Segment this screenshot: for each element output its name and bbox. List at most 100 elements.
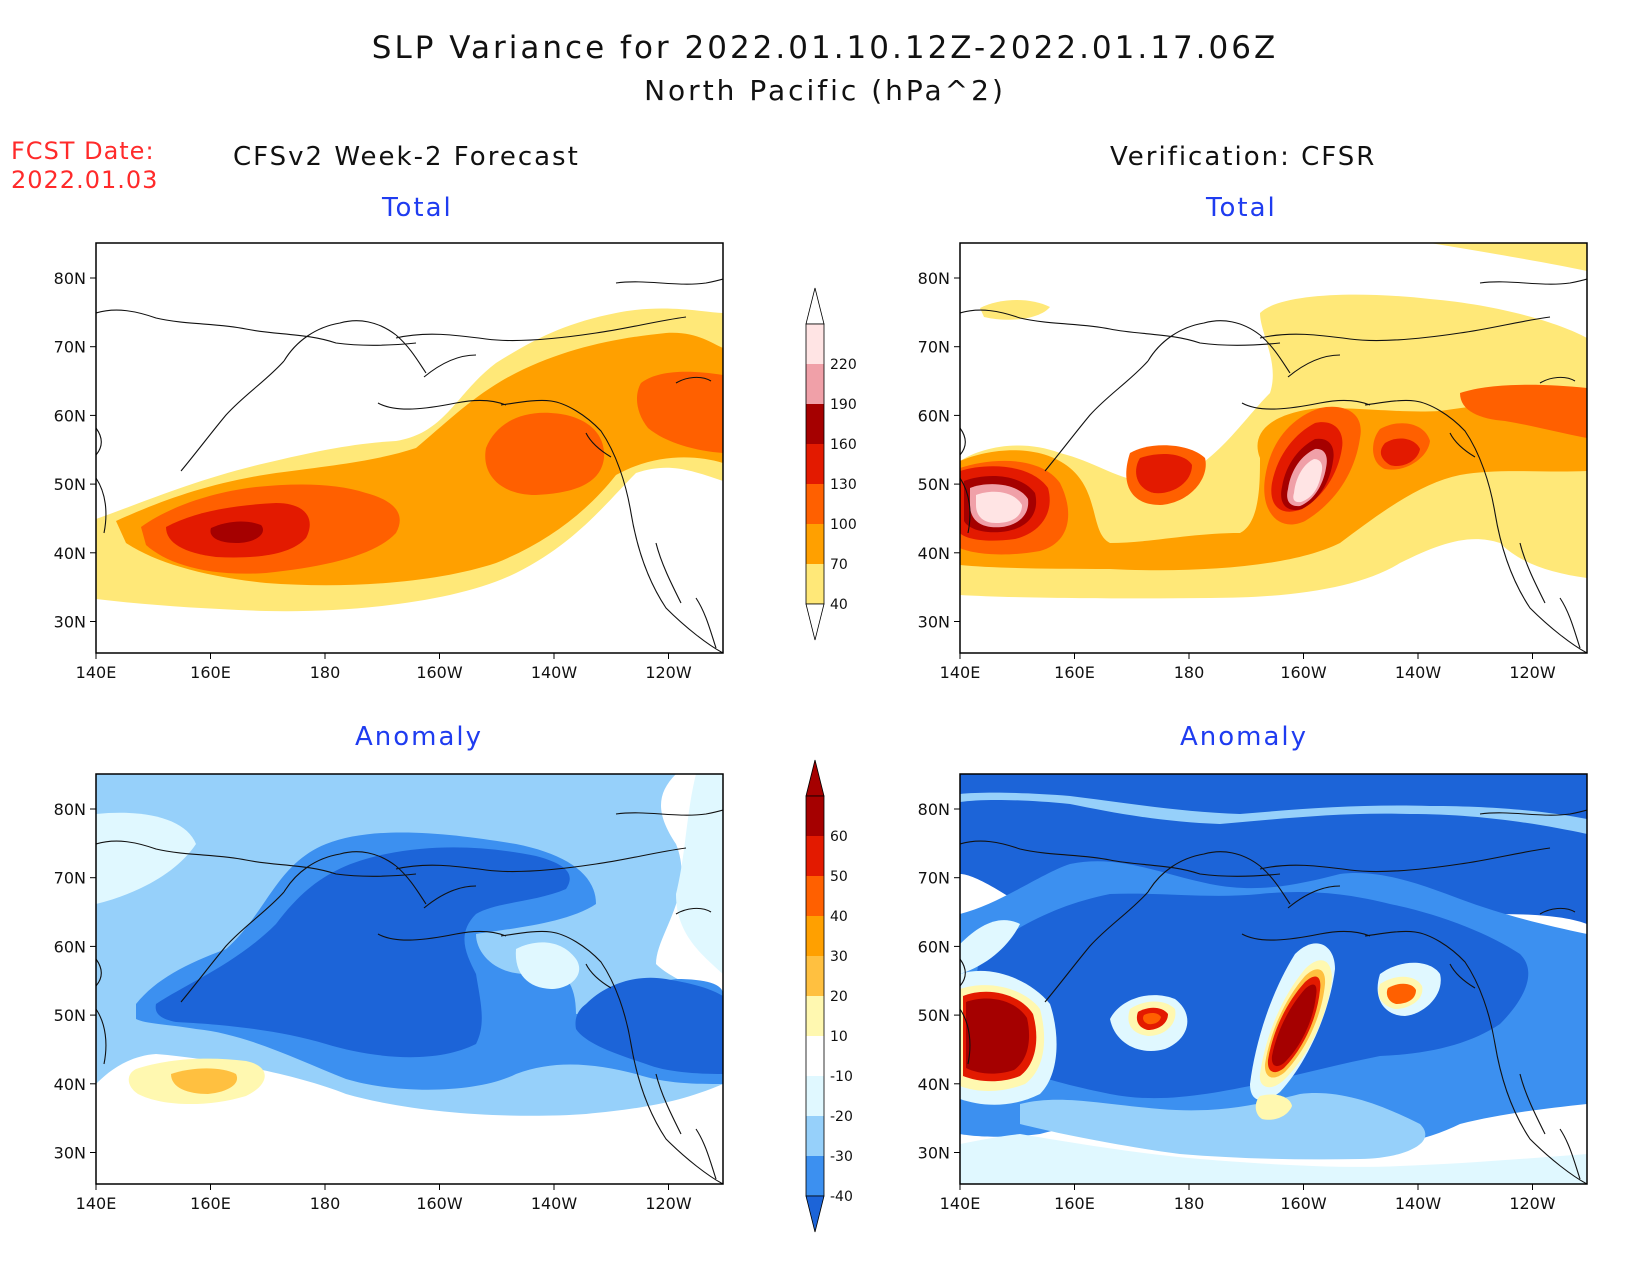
coastline-segment	[1519, 1073, 1546, 1135]
coastline-segment	[675, 376, 712, 384]
lat-tick-label: 70N	[54, 338, 86, 357]
contour-region	[1386, 983, 1416, 1004]
lon-tick-label: 120W	[645, 663, 692, 682]
coastline-segment	[1147, 851, 1261, 893]
colorbar-segment	[806, 996, 824, 1036]
colorbar-label: 60	[830, 829, 848, 845]
coastline-segment	[1259, 316, 1551, 342]
coastline-segment	[1241, 399, 1371, 410]
contour-region	[171, 1068, 238, 1094]
colorbar-label: 190	[830, 397, 857, 413]
coastline-segment	[960, 1008, 971, 1065]
contour-fill	[960, 243, 1587, 653]
lon-tick-label: 180	[310, 1194, 341, 1213]
colorbar-label: 40	[830, 597, 848, 613]
panel-title-cfsr-total: Total	[1206, 193, 1277, 223]
lon-tick-label: 160W	[1280, 663, 1327, 682]
lat-tick-label: 70N	[918, 338, 950, 357]
map-panel-cfsr-total: 140E 160E 180 160W 140W 120W 80N 70N 60N 50N 40N 30…	[918, 242, 1588, 682]
colorbar-end-triangle	[805, 1195, 825, 1233]
lat-tick-label: 30N	[54, 1144, 86, 1163]
contour-region	[96, 812, 196, 904]
figure-subtitle: North Pacific (hPa^2)	[644, 74, 1006, 107]
map-frame	[95, 242, 724, 654]
colorbar-segment	[806, 1116, 824, 1156]
coastline-segment	[960, 477, 971, 534]
lat-tick-label: 70N	[54, 869, 86, 888]
coastline-segment	[615, 809, 723, 816]
coastline-segment	[1519, 542, 1546, 604]
coastline-segment	[377, 399, 507, 410]
coastline-segment	[615, 278, 723, 285]
map-panel-fcst-anomaly: 140E 160E 180 160W 140W 120W 80N 70N 60N 50N 40N 30…	[54, 773, 724, 1213]
colorbar-label: -20	[830, 1109, 853, 1125]
lat-tick-label: 60N	[54, 937, 86, 956]
colorbar-label: 20	[830, 989, 848, 1005]
contour-region	[976, 892, 1529, 1099]
contour-region	[976, 491, 1022, 523]
contour-region	[966, 998, 1030, 1074]
lon-tick-label: 160E	[1054, 1194, 1095, 1213]
coastline-segment	[283, 851, 397, 893]
coastline-segment	[96, 477, 107, 534]
lon-tick-label: 180	[1174, 1194, 1205, 1213]
contour-region	[210, 521, 264, 543]
colorbar-segment	[806, 564, 824, 604]
coastline-segment	[96, 427, 102, 456]
coastline-segment	[960, 309, 1281, 346]
contour-region	[960, 920, 1020, 974]
colorbar-label: 30	[830, 949, 848, 965]
fcst-date-value: 2022.01.03	[11, 166, 159, 194]
lat-tick-label: 60N	[918, 406, 950, 425]
contour-region	[1020, 1093, 1426, 1160]
lon-tick-label: 120W	[1509, 1194, 1556, 1213]
colorbar-segment	[806, 1036, 824, 1076]
coastline-segment	[180, 360, 285, 472]
colorbar-total: 220 190 160 130 100 70 40	[805, 287, 857, 641]
coastline-segment	[695, 1128, 717, 1180]
lon-tick-label: 160E	[190, 1194, 231, 1213]
lon-tick-label: 160W	[1280, 1194, 1327, 1213]
coastline-segment	[1287, 885, 1341, 909]
coastline-segment	[96, 958, 102, 987]
lon-tick-label: 140E	[940, 663, 981, 682]
colorbar-end-triangle	[805, 287, 825, 325]
colorbar-segment	[806, 524, 824, 564]
lon-tick-label: 180	[310, 663, 341, 682]
map-panel-fcst-total: 140E 160E 180 160W 140W 120W 80N 70N 60N 50N 40N 30…	[54, 242, 724, 682]
coastline	[96, 278, 723, 653]
colorbar-label: 100	[830, 517, 857, 533]
lon-tick-label: 140E	[940, 1194, 981, 1213]
colorbar-segment	[806, 876, 824, 916]
colorbar-segment	[806, 956, 824, 996]
lat-tick-label: 70N	[918, 869, 950, 888]
coastline-segment	[1559, 597, 1581, 649]
lat-tick-label: 40N	[918, 1075, 950, 1094]
coastline	[960, 809, 1587, 1184]
contour-fill	[960, 774, 1587, 1184]
colorbar-label: 50	[830, 869, 848, 885]
coastline-segment	[675, 907, 712, 915]
lon-tick-label: 120W	[1509, 663, 1556, 682]
lon-tick-label: 160E	[1054, 663, 1095, 682]
lon-tick-label: 160W	[416, 1194, 463, 1213]
coastline	[96, 809, 723, 1184]
coastline-segment	[585, 432, 612, 458]
lon-tick-label: 140W	[531, 663, 578, 682]
coastline-segment	[395, 316, 687, 342]
coastline-segment	[395, 865, 427, 905]
colorbar-label: 70	[830, 557, 848, 573]
panel-title-cfsr-anomaly: Anomaly	[1180, 722, 1309, 752]
colorbar-label: 130	[830, 477, 857, 493]
coastline-segment	[395, 847, 687, 873]
coastline-segment	[960, 840, 1281, 877]
colorbar-label: -30	[830, 1149, 853, 1165]
contour-region	[636, 371, 723, 453]
colorbar-label: -10	[830, 1069, 853, 1085]
coastline-segment	[1479, 809, 1587, 816]
colorbar-segment	[806, 324, 824, 364]
colorbar-label: -40	[830, 1189, 853, 1205]
lat-tick-label: 50N	[918, 1006, 950, 1025]
coastline-segment	[655, 1073, 682, 1135]
